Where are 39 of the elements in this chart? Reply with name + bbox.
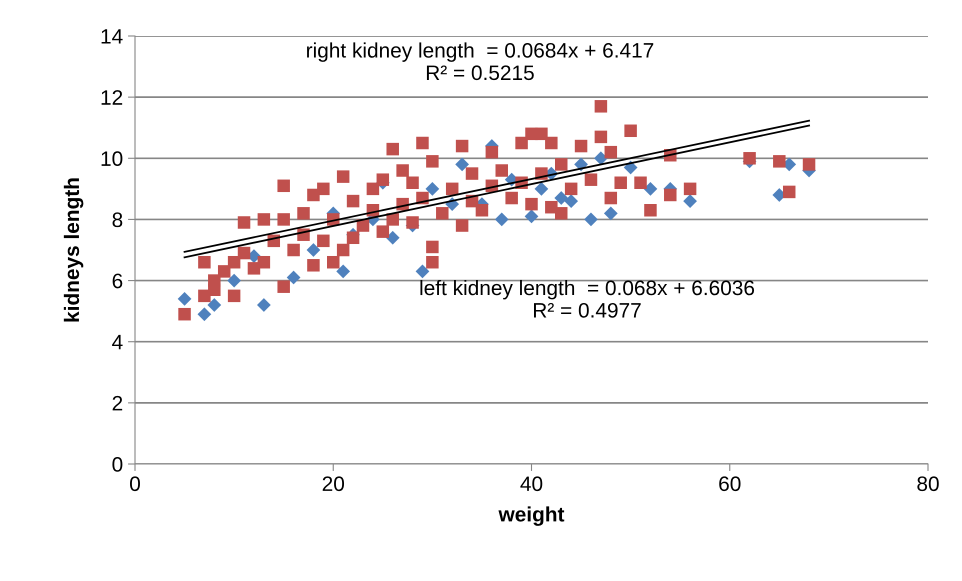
annotation: right kidney length = 0.0684x + 6.417 R² = 0.5215: [307, 42, 654, 80]
y-axis-title: kidneys length: [64, 178, 84, 322]
point: [336, 264, 350, 278]
point: [564, 194, 578, 208]
point: [683, 194, 697, 208]
x-tick-label: 60: [719, 476, 741, 492]
point: [594, 151, 608, 166]
x-tick-label: 20: [322, 476, 344, 492]
point: [604, 206, 618, 220]
point: [554, 191, 568, 205]
point: [455, 158, 469, 172]
point: [494, 212, 509, 226]
point: [386, 230, 400, 245]
point: [426, 182, 440, 196]
point: [227, 274, 241, 288]
y-tick-label: 8: [112, 212, 122, 228]
point: [286, 270, 300, 284]
point: [416, 264, 430, 278]
point: [207, 298, 222, 312]
point: [644, 182, 658, 196]
x-tick-label: 0: [130, 476, 140, 492]
y-tick-label: 6: [112, 274, 122, 288]
point: [198, 307, 212, 322]
x-tick-label: 40: [520, 476, 542, 492]
annotation: left kidney length = 0.068x + 6.6036 R² = 0.4977: [420, 280, 754, 318]
point: [524, 209, 538, 224]
y-tick-label: 0: [112, 457, 122, 472]
point: [178, 292, 192, 306]
x-axis-title: weight: [498, 506, 564, 526]
y-tick-label: 10: [102, 151, 122, 166]
point: [306, 243, 320, 257]
point: [256, 298, 271, 312]
y-tick-label: 4: [112, 334, 123, 350]
x-tick-label: 80: [917, 476, 939, 492]
y-tick-label: 14: [102, 29, 123, 44]
y-tick-label: 12: [102, 90, 122, 105]
point: [534, 182, 548, 196]
point: [584, 212, 598, 226]
y-tick-label: 2: [112, 396, 122, 410]
